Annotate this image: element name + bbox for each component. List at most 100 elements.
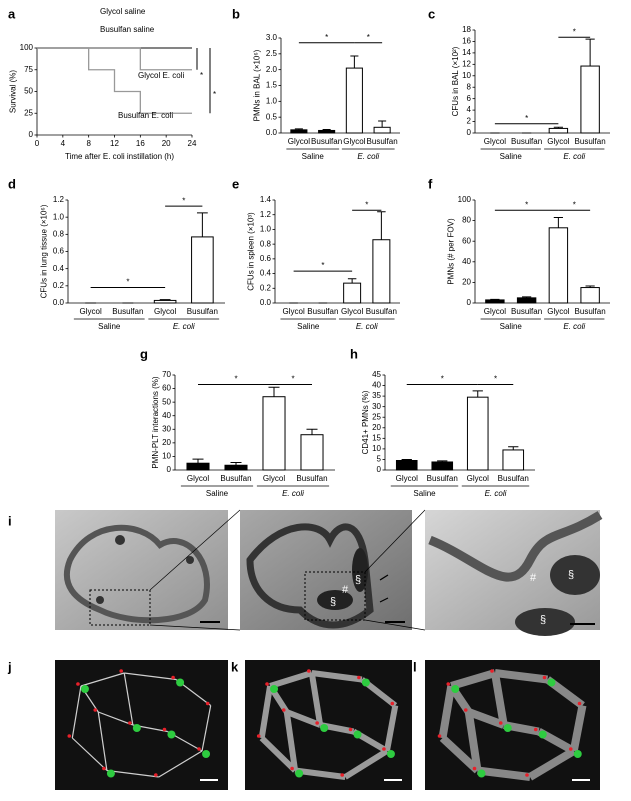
y-tick-label: 40 xyxy=(162,411,171,420)
platelet xyxy=(76,682,80,686)
platelet xyxy=(357,675,361,680)
group-label: Saline xyxy=(302,152,325,161)
significance: * xyxy=(441,375,444,384)
x-tick-label: Glycol xyxy=(343,137,365,146)
neutrophil xyxy=(353,730,362,739)
vessel xyxy=(98,711,134,726)
y-tick-label: 20 xyxy=(462,278,471,287)
y-axis-label: CFUs in spleen (×10³) xyxy=(247,212,256,291)
bar xyxy=(345,67,363,134)
zoom-line xyxy=(364,509,426,573)
bar xyxy=(373,126,391,134)
platelet xyxy=(102,766,106,771)
group-label: E. coli xyxy=(563,152,585,161)
y-tick-label: 1.2 xyxy=(260,210,272,219)
vessel xyxy=(283,711,299,771)
significance: * xyxy=(494,375,497,384)
zoom-line xyxy=(149,624,241,631)
error-bar xyxy=(196,212,208,237)
neutrophil xyxy=(320,724,329,732)
y-tick-label: 1.5 xyxy=(266,81,278,90)
y-tick-label: 100 xyxy=(458,195,472,204)
platelet xyxy=(533,727,538,732)
group-label: E. coli xyxy=(173,322,195,331)
y-tick-label: 45 xyxy=(372,370,381,379)
significance: * xyxy=(367,33,370,42)
platelet xyxy=(542,675,547,680)
y-tick-label: 10 xyxy=(462,71,471,80)
platelet xyxy=(463,708,468,712)
y-tick-label: 1.4 xyxy=(260,195,272,204)
neutrophil xyxy=(503,724,512,732)
platelet xyxy=(446,682,451,686)
y-tick-label: 75 xyxy=(24,65,33,74)
vessel xyxy=(158,750,203,778)
survival-line xyxy=(37,47,192,71)
vessel xyxy=(494,669,548,684)
error-bar xyxy=(306,428,318,435)
group-label: E. coli xyxy=(563,322,585,331)
neutrophil xyxy=(202,750,211,758)
fluorescence-image xyxy=(55,660,228,790)
x-tick-label: Glycol xyxy=(154,307,176,316)
neutrophil xyxy=(270,685,279,693)
y-tick-label: 0.6 xyxy=(260,254,272,263)
error-bar xyxy=(508,446,519,450)
zoom-line xyxy=(364,619,426,631)
y-tick-label: 8 xyxy=(467,82,472,91)
panel-letter: k xyxy=(231,659,239,674)
panel-letter: d xyxy=(8,176,16,191)
platelet xyxy=(307,669,311,673)
x-tick-label: 8 xyxy=(86,139,91,148)
x-tick-label: Busulfan xyxy=(427,474,458,483)
x-tick-label: 0 xyxy=(35,139,40,148)
y-tick-label: 3.0 xyxy=(266,33,278,42)
panel-letter: l xyxy=(413,659,417,674)
group-label: E. coli xyxy=(485,489,507,498)
y-tick-label: 0.4 xyxy=(260,269,272,278)
x-tick-label: Busulfan xyxy=(187,307,218,316)
symbol: § xyxy=(568,569,574,581)
vessel xyxy=(285,709,322,728)
neutrophil xyxy=(361,678,370,687)
platelet xyxy=(472,766,477,771)
bar xyxy=(502,449,525,471)
platelet xyxy=(119,669,123,673)
y-tick-label: 0.6 xyxy=(53,247,65,256)
platelet xyxy=(197,747,201,751)
x-tick-label: Busulfan xyxy=(575,307,606,316)
cell xyxy=(115,535,125,545)
neutrophil xyxy=(386,750,395,758)
vessel xyxy=(527,747,576,781)
y-tick-label: 20 xyxy=(162,438,171,447)
cell xyxy=(186,556,194,564)
platelet xyxy=(490,669,494,673)
arrow xyxy=(379,574,389,603)
y-tick-label: 30 xyxy=(162,424,171,433)
x-tick-label: Busulfan xyxy=(575,137,606,146)
bar xyxy=(186,462,210,471)
platelet xyxy=(93,708,98,712)
significance: * xyxy=(573,200,576,209)
y-tick-label: 0 xyxy=(29,130,34,139)
x-tick-label: 20 xyxy=(162,139,171,148)
vessel xyxy=(123,672,134,726)
zoom-line xyxy=(149,509,241,591)
platelet xyxy=(568,747,573,751)
error-bar xyxy=(347,278,357,284)
panel-letter: h xyxy=(350,346,358,361)
platelet xyxy=(281,708,286,712)
panel-letter: b xyxy=(232,6,240,21)
zoom-box xyxy=(304,571,366,621)
error-bar xyxy=(401,458,412,461)
x-tick-label: Glycol xyxy=(263,474,285,483)
neutrophil xyxy=(132,724,141,732)
y-axis-label: PMNs in BAL (×10⁶) xyxy=(253,49,262,121)
vessel xyxy=(569,704,587,752)
vessel xyxy=(80,672,125,687)
neutrophil xyxy=(451,685,460,693)
y-tick-label: 2 xyxy=(467,117,472,126)
vessel xyxy=(308,672,324,726)
significance: * xyxy=(525,114,528,123)
vessel xyxy=(439,735,481,774)
